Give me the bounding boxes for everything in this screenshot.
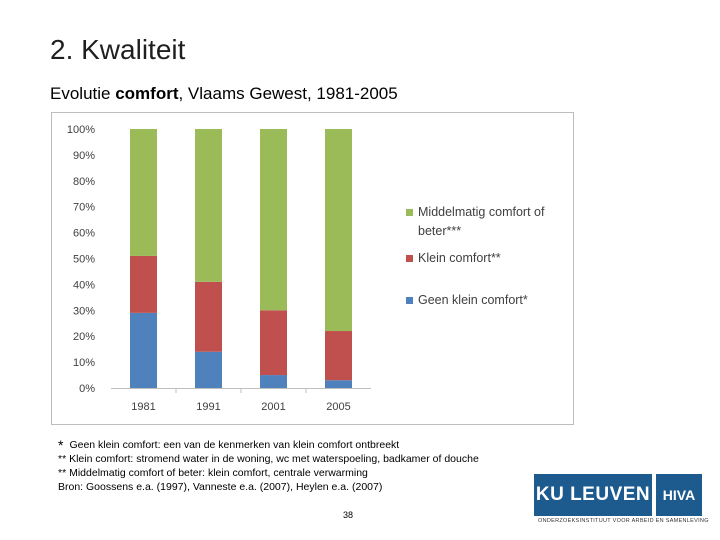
legend-label: Middelmatig comfort of xyxy=(418,205,545,219)
bar-segment xyxy=(260,310,287,376)
bar-segment xyxy=(325,380,352,388)
stacked-bar-chart: 0% 10% 20% 30% 40% 50% 60% 70% 80% 90% 100% 1981 199… xyxy=(67,124,545,413)
hiva-logo: HIVA xyxy=(656,474,702,516)
y-tick-label: 40% xyxy=(73,279,95,291)
slide-title: 2. Kwaliteit xyxy=(50,34,186,65)
bar-segment xyxy=(195,129,222,282)
y-tick-label: 70% xyxy=(73,202,95,214)
bar-segment xyxy=(130,129,157,256)
y-tick-label: 80% xyxy=(73,176,95,188)
x-tick-label: 1991 xyxy=(196,401,220,413)
page-number: 38 xyxy=(343,510,354,520)
bar-segment xyxy=(130,312,157,388)
legend-swatch xyxy=(406,255,413,262)
y-tick-label: 90% xyxy=(73,150,95,162)
legend-label: beter*** xyxy=(418,224,461,238)
x-tick-label: 2001 xyxy=(261,401,285,413)
legend-label: Geen klein comfort* xyxy=(418,293,528,307)
legend-swatch xyxy=(406,209,413,216)
bar-segment xyxy=(325,129,352,332)
legend-swatch xyxy=(406,297,413,304)
bar-segment xyxy=(195,351,222,388)
bar-segment xyxy=(260,375,287,388)
bar-segment xyxy=(260,129,287,311)
x-tick-label: 1981 xyxy=(131,401,155,413)
y-tick-label: 10% xyxy=(73,357,95,369)
y-tick-label: 0% xyxy=(79,383,95,395)
y-tick-label: 50% xyxy=(73,254,95,266)
hiva-tagline: ONDERZOEKSINSTITUUT VOOR ARBEID EN SAMEN… xyxy=(538,518,709,524)
subtitle-post: , Vlaams Gewest, 1981-2005 xyxy=(178,84,398,103)
y-tick-label: 100% xyxy=(67,124,95,136)
ku-leuven-logo: KU LEUVEN xyxy=(534,474,652,516)
subtitle-pre: Evolutie xyxy=(50,84,116,103)
bar-segment xyxy=(130,255,157,313)
bar-segment xyxy=(195,281,222,352)
footnotes: * Geen klein comfort: een van de kenmerke… xyxy=(58,438,479,494)
y-tick-label: 60% xyxy=(73,228,95,240)
chart-subtitle: Evolutie comfort, Vlaams Gewest, 1981-20… xyxy=(50,84,398,104)
bar-segment xyxy=(325,331,352,381)
footnote-star: * xyxy=(58,437,64,453)
x-tick-label: 2005 xyxy=(326,401,350,413)
footnote-3: ** Middelmatig comfort of beter: klein c… xyxy=(58,467,368,479)
footnote-1: * Geen klein comfort: een van de kenmerke… xyxy=(58,438,479,452)
footnote-source: Bron: Goossens e.a. (1997), Vanneste e.a… xyxy=(58,481,383,493)
y-tick-label: 30% xyxy=(73,305,95,317)
subtitle-bold: comfort xyxy=(115,84,179,103)
y-tick-label: 20% xyxy=(73,331,95,343)
footnote-2: ** Klein comfort: stromend water in de w… xyxy=(58,453,479,465)
legend-label: Klein comfort** xyxy=(418,251,501,265)
footnote-1-text: Geen klein comfort: een van de kenmerken… xyxy=(69,439,400,451)
